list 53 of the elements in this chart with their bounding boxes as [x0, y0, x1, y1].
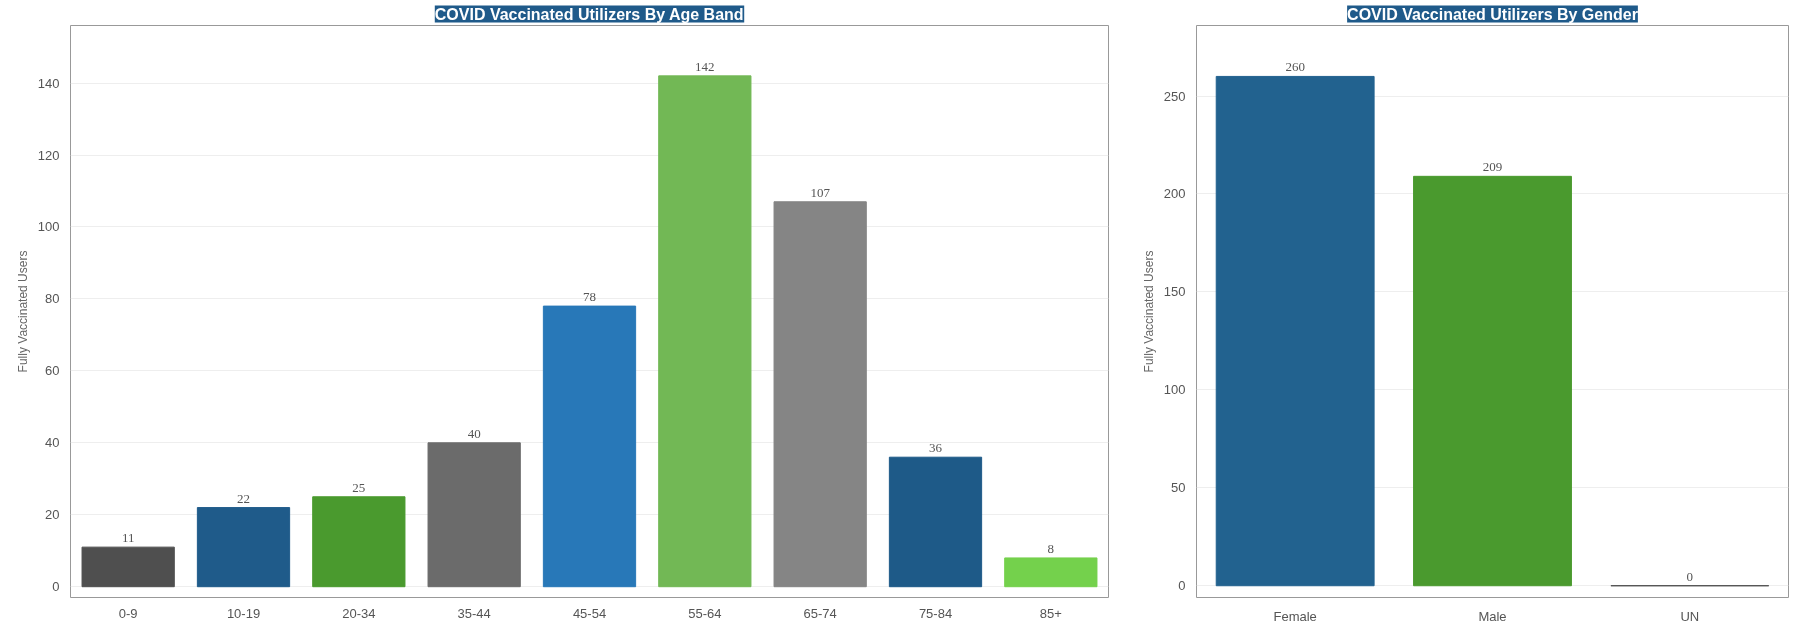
x-tick-label: UN	[1680, 608, 1700, 624]
data-label: 8	[1047, 540, 1055, 556]
y-axis-title: Fully Vaccinated Users	[15, 250, 30, 373]
x-tick-label: 45-54	[572, 605, 607, 621]
y-tick-label: 100	[1163, 382, 1186, 398]
y-tick-label: 150	[1163, 284, 1186, 300]
x-tick-label: 65-74	[803, 605, 837, 621]
y-tick-label: 20	[45, 507, 60, 523]
bar	[888, 456, 983, 588]
y-tick-label: 100	[37, 219, 60, 235]
data-label: 36	[929, 440, 943, 456]
x-tick-label: 55-64	[688, 605, 722, 621]
bar	[196, 507, 291, 588]
chart-title: COVID Vaccinated Utilizers By Gender	[1347, 5, 1638, 23]
y-tick-label: 0	[52, 579, 60, 595]
bar	[81, 546, 175, 588]
data-label: 22	[237, 490, 250, 506]
y-tick-label: 40	[45, 435, 60, 451]
x-tick-label: 20-34	[342, 605, 376, 621]
x-tick-label: 75-84	[918, 605, 953, 621]
data-label: 40	[467, 425, 481, 441]
x-tick-label: 10-19	[226, 605, 261, 621]
bar	[312, 496, 406, 588]
y-tick-label: 140	[37, 75, 60, 91]
bar	[658, 75, 752, 588]
bar	[427, 442, 521, 588]
x-tick-label: 35-44	[457, 605, 491, 621]
data-label: 209	[1482, 159, 1503, 175]
x-tick-label: 85+	[1039, 605, 1062, 621]
y-tick-label: 250	[1163, 88, 1186, 104]
chart-title: COVID Vaccinated Utilizers By Age Band	[434, 5, 744, 23]
y-tick-label: 60	[45, 363, 60, 379]
bar	[1004, 557, 1098, 588]
bar	[1413, 175, 1572, 587]
y-tick-label: 50	[1171, 480, 1186, 496]
data-label: 0	[1686, 568, 1694, 584]
data-label: 260	[1285, 59, 1305, 75]
x-tick-label: Female	[1273, 608, 1317, 624]
y-tick-label: 200	[1163, 186, 1186, 202]
y-axis-title: Fully Vaccinated Users	[1141, 250, 1156, 373]
x-tick-label: Male	[1478, 608, 1507, 624]
data-label: 142	[695, 58, 715, 74]
data-label: 78	[583, 289, 596, 305]
data-label: 11	[121, 530, 135, 546]
data-label: 25	[352, 479, 366, 495]
bar	[542, 305, 637, 588]
bar	[773, 201, 867, 588]
x-tick-label: 0-9	[118, 605, 138, 621]
y-tick-label: 0	[1178, 578, 1186, 594]
bar	[1215, 75, 1375, 587]
y-tick-label: 80	[45, 291, 60, 307]
y-tick-label: 120	[37, 147, 60, 163]
data-label: 107	[810, 184, 831, 200]
